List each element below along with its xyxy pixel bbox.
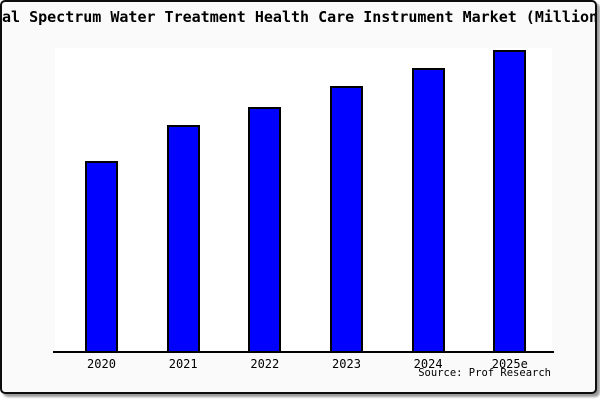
bar-2023 [330, 86, 363, 351]
x-tick-label-2022: 2022 [250, 357, 280, 371]
bar-2022 [248, 107, 282, 351]
x-tick-label-2021: 2021 [168, 357, 198, 371]
bar-2021 [166, 125, 200, 351]
plot-area [55, 48, 552, 351]
source-text: Source: Prof Research [418, 367, 551, 379]
x-axis-line [53, 351, 554, 353]
x-tick-label-2020: 2020 [87, 357, 116, 371]
x-tick-label-2023: 2023 [332, 357, 361, 371]
bar-2020 [85, 161, 118, 351]
bars-group [55, 48, 552, 351]
bar-2024 [411, 68, 445, 351]
bar-2025e [493, 50, 527, 351]
chart-title: al Spectrum Water Treatment Health Care … [2, 8, 597, 26]
